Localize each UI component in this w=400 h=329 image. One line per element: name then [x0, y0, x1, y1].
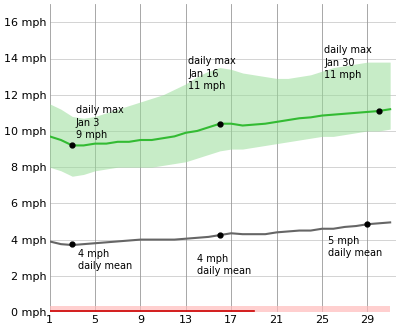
Text: daily max
Jan 30
11 mph: daily max Jan 30 11 mph: [324, 45, 372, 80]
Text: daily max
Jan 3
9 mph: daily max Jan 3 9 mph: [76, 105, 124, 140]
Text: 4 mph
daily mean: 4 mph daily mean: [78, 249, 132, 271]
Text: daily max
Jan 16
11 mph: daily max Jan 16 11 mph: [188, 56, 236, 91]
Text: 4 mph
daily mean: 4 mph daily mean: [197, 254, 252, 276]
Text: 5 mph
daily mean: 5 mph daily mean: [328, 236, 382, 258]
